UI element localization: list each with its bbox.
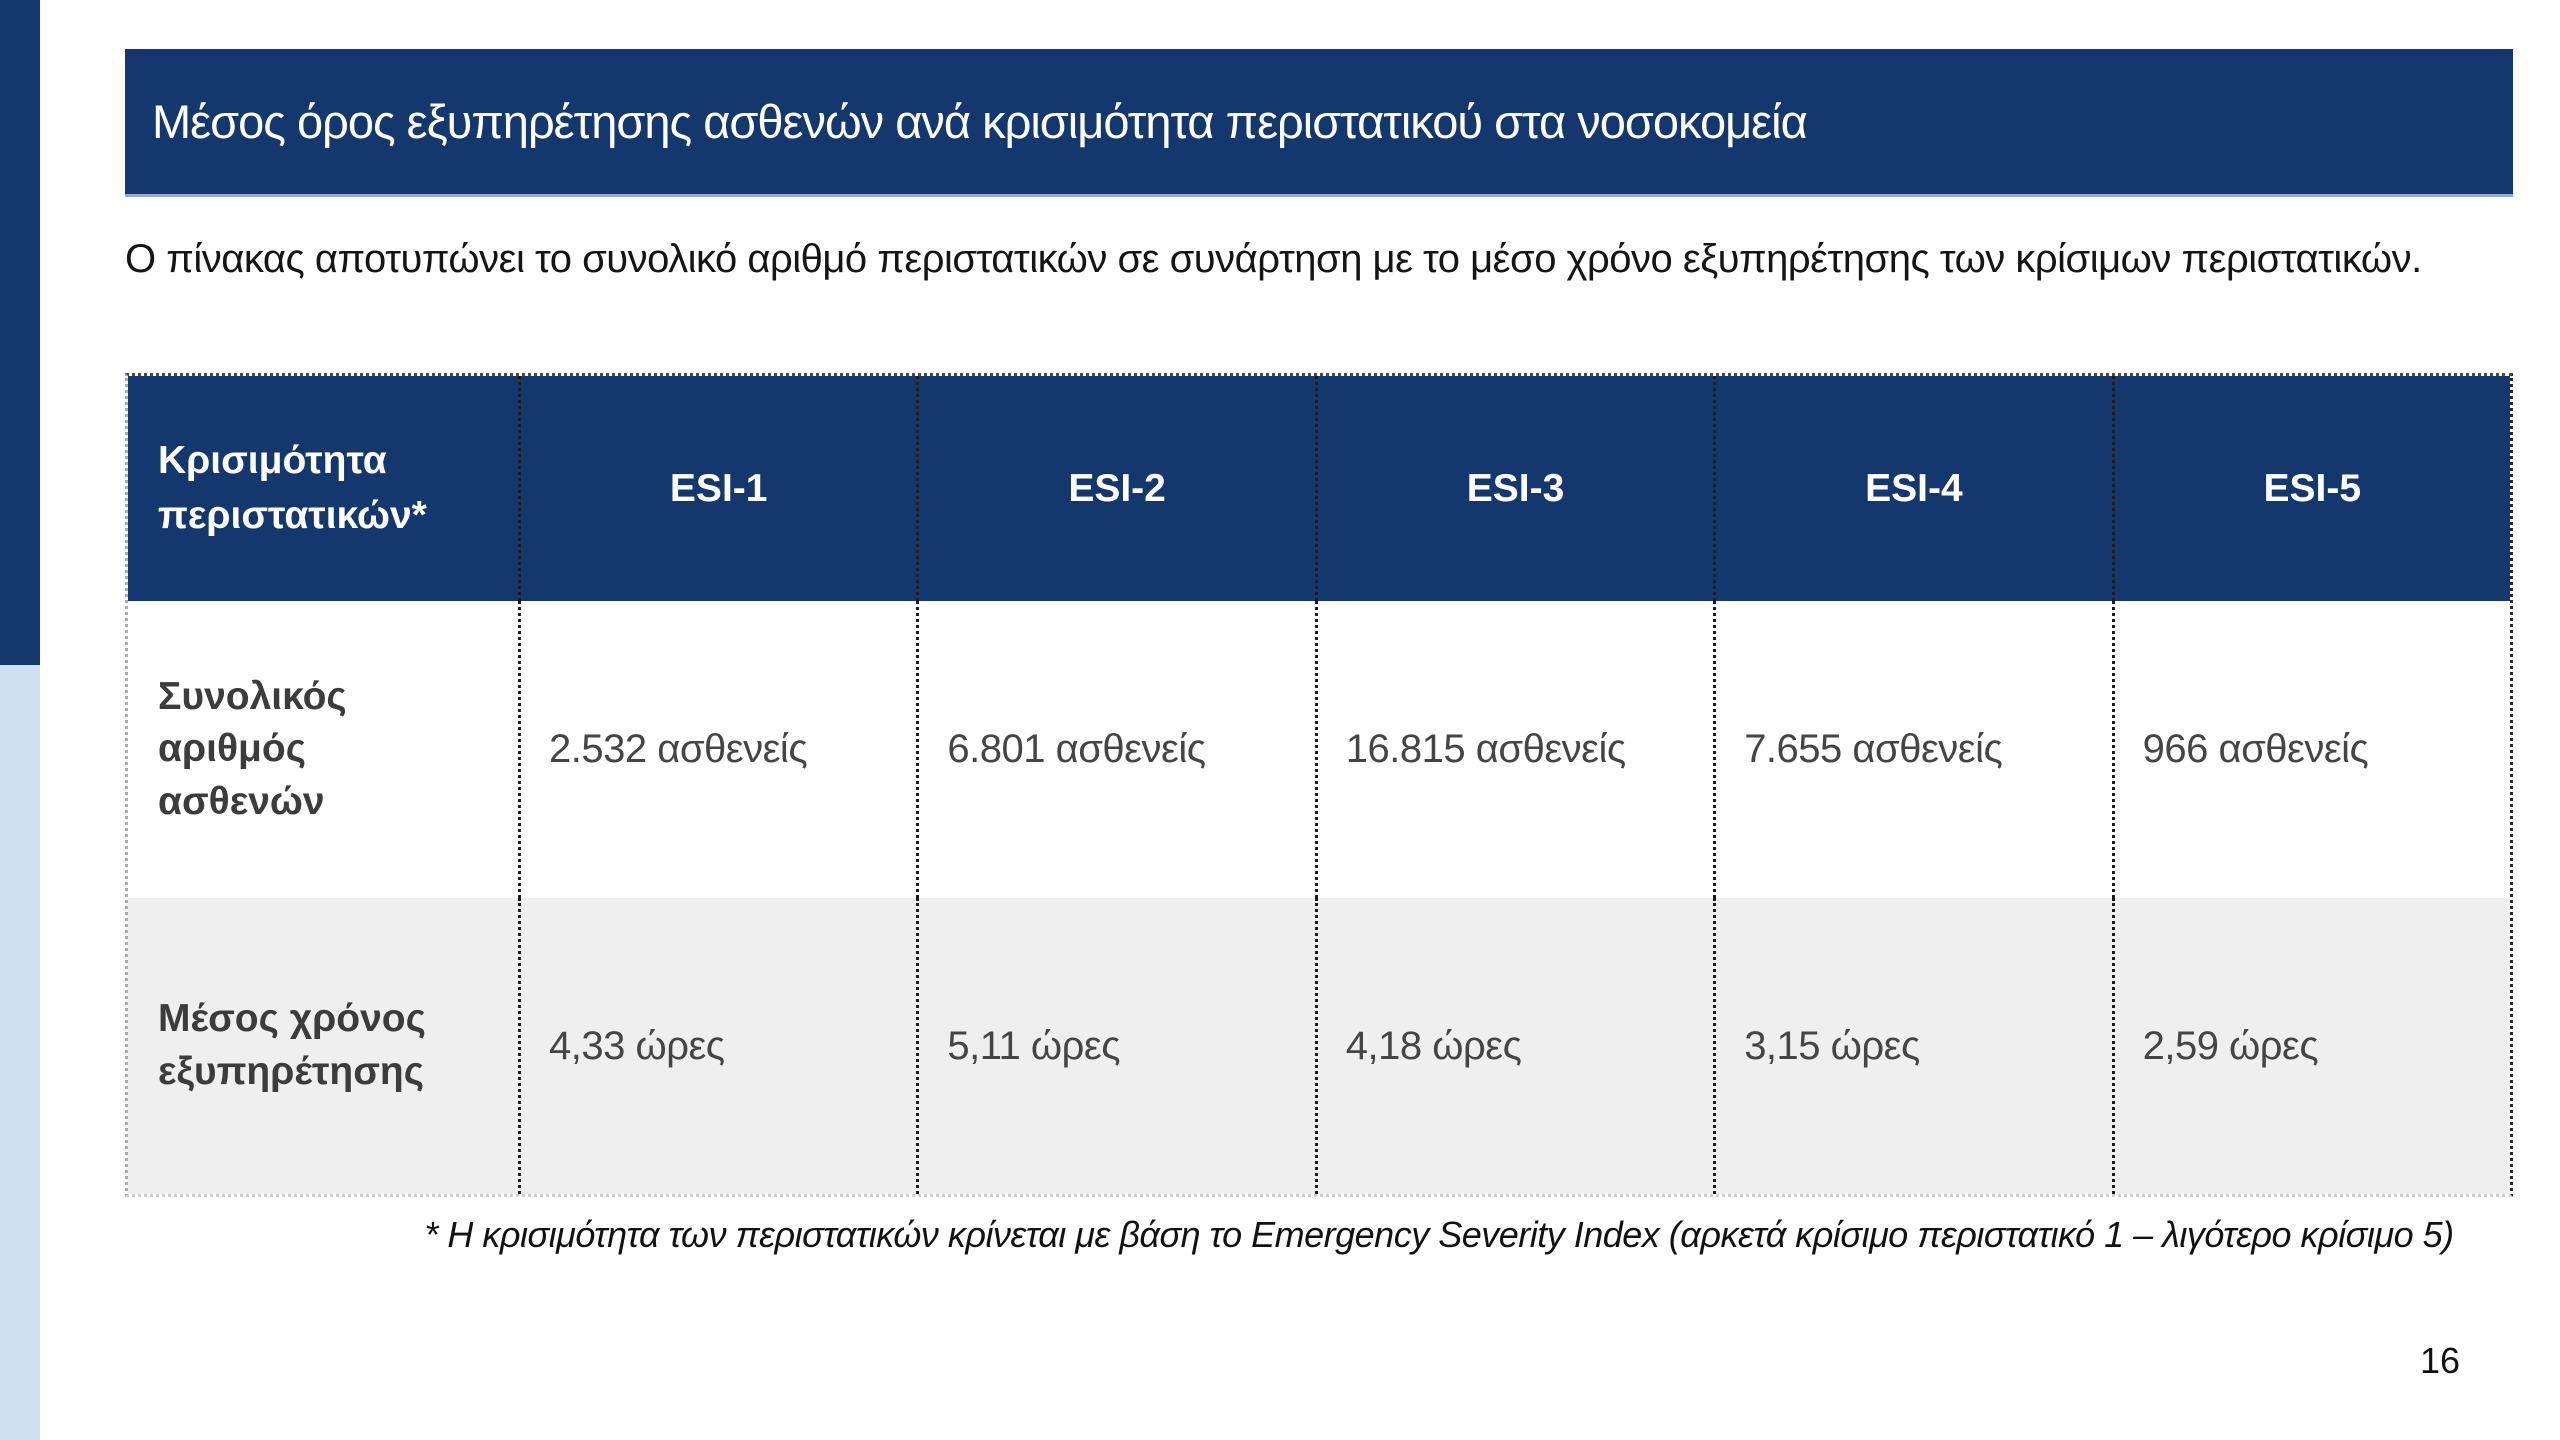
page-number: 16 [2419, 1340, 2460, 1381]
left-accent-bar-light [0, 665, 40, 1440]
table-header-criticality: Κρισιμότητα περιστατικών* [128, 376, 518, 601]
cell-mean-time-esi-3: 4,18 ώρες [1314, 898, 1714, 1194]
slide-title-bar: Μέσος όρος εξυπηρέτησης ασθενών ανά κρισ… [125, 49, 2513, 197]
cell-mean-time-esi-5: 2,59 ώρες [2111, 898, 2510, 1194]
table-header-esi-3: ESI-3 [1314, 376, 1714, 601]
cell-mean-time-esi-1: 4,33 ώρες [518, 898, 917, 1194]
table-header-esi-4: ESI-4 [1713, 376, 2112, 601]
cell-mean-time-esi-4: 3,15 ώρες [1713, 898, 2112, 1194]
cell-total-patients-esi-4: 7.655 ασθενείς [1713, 601, 2111, 898]
row-label-total-patients: Συνολικός αριθμός ασθενών [158, 674, 347, 823]
cell-total-patients-esi-1: 2.532 ασθενείς [518, 601, 916, 898]
table-header-esi-5: ESI-5 [2111, 376, 2510, 601]
cell-total-patients-esi-5: 966 ασθενείς [2111, 601, 2510, 898]
page-title: Μέσος όρος εξυπηρέτησης ασθενών ανά κρισ… [152, 95, 1808, 148]
cell-total-patients-esi-2: 6.801 ασθενείς [916, 601, 1314, 898]
row-label-mean-service-time: Μέσος χρόνος εξυπηρέτησης [128, 898, 518, 1194]
table-header-esi-2: ESI-2 [916, 376, 1315, 601]
table-header-esi-1: ESI-1 [518, 376, 917, 601]
esi-footnote: * Η κρισιμότητα των περιστατικών κρίνετα… [424, 1214, 2454, 1255]
esi-table: Κρισιμότητα περιστατικών* ESI-1 ESI-2 ES… [125, 373, 2513, 1197]
intro-paragraph: Ο πίνακας αποτυπώνει το συνολικό αριθμό … [125, 237, 2422, 281]
cell-total-patients-esi-3: 16.815 ασθενείς [1314, 601, 1713, 898]
cell-mean-time-esi-2: 5,11 ώρες [916, 898, 1315, 1194]
left-accent-bar-dark [0, 0, 40, 665]
